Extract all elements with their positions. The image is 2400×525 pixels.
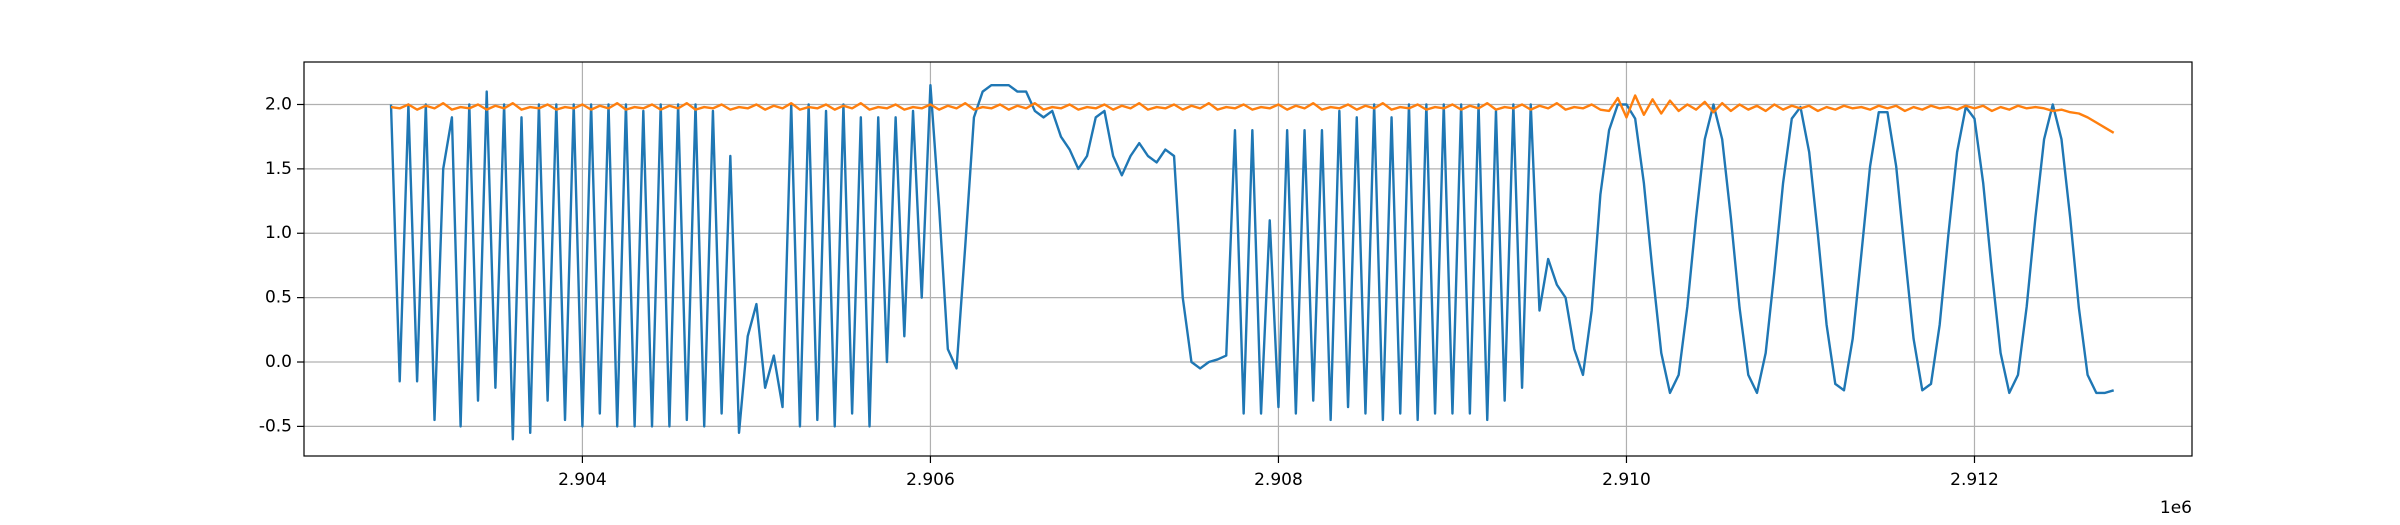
y-tick-label: 1.5	[265, 159, 292, 179]
x-tick-label: 2.908	[1254, 470, 1303, 490]
x-tick-label: 2.910	[1602, 470, 1651, 490]
data-line	[390, 94, 2115, 134]
x-tick-label: 2.912	[1950, 470, 1999, 490]
y-tick-label: -0.5	[259, 416, 292, 436]
y-tick-label: 1.0	[265, 223, 292, 243]
y-tick-label: 2.0	[265, 94, 292, 114]
data-line	[389, 83, 2115, 441]
x-tick-label: 2.906	[906, 470, 955, 490]
x-tick-label: 2.904	[558, 470, 607, 490]
plot-frame	[303, 61, 2193, 457]
y-tick-label: 0.5	[265, 288, 292, 308]
x-offset-label: 1e6	[2160, 498, 2192, 518]
y-tick-label: 0.0	[265, 352, 292, 372]
